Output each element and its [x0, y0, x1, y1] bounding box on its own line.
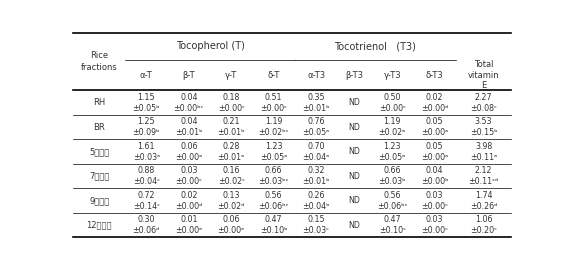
Text: 12분도미: 12분도미 — [86, 221, 112, 230]
Text: 0.35
±0.01ᵇ: 0.35 ±0.01ᵇ — [302, 93, 330, 113]
Text: 0.21
±0.01ᵇ: 0.21 ±0.01ᵇ — [217, 117, 245, 137]
Text: 1.19
±0.02ᵇᶜ: 1.19 ±0.02ᵇᶜ — [258, 117, 289, 137]
Text: 0.32
±0.01ᵇ: 0.32 ±0.01ᵇ — [302, 166, 330, 186]
Text: 0.06
±0.00ᵃ: 0.06 ±0.00ᵃ — [175, 142, 203, 162]
Text: γ-T3: γ-T3 — [384, 70, 401, 80]
Text: 1.25
±0.09ᵇ: 1.25 ±0.09ᵇ — [133, 117, 160, 137]
Text: 1.23
±0.05ᵃ: 1.23 ±0.05ᵃ — [378, 142, 406, 162]
Text: 0.66
±0.03ᵇ: 0.66 ±0.03ᵇ — [378, 166, 406, 186]
Text: ND: ND — [348, 196, 360, 205]
Text: 0.04
±0.01ᵇ: 0.04 ±0.01ᵇ — [175, 117, 203, 137]
Text: 0.02
±0.00ᵈ: 0.02 ±0.00ᵈ — [175, 191, 203, 211]
Text: 1.19
±0.02ᵃ: 1.19 ±0.02ᵃ — [378, 117, 406, 137]
Text: ND: ND — [348, 172, 360, 181]
Text: 0.04
±0.00ᵇᶜ: 0.04 ±0.00ᵇᶜ — [174, 93, 204, 113]
Text: α-T: α-T — [140, 70, 152, 80]
Text: 1.61
±0.03ᵃ: 1.61 ±0.03ᵃ — [133, 142, 160, 162]
Text: 0.70
±0.04ᵃ: 0.70 ±0.04ᵃ — [303, 142, 329, 162]
Text: 1.15
±0.05ᵇ: 1.15 ±0.05ᵇ — [133, 93, 160, 113]
Text: ND: ND — [348, 221, 360, 230]
Text: Rice
fractions: Rice fractions — [81, 51, 118, 72]
Text: RH: RH — [93, 98, 105, 107]
Text: 2.12
±0.11ᶝᵈ: 2.12 ±0.11ᶝᵈ — [468, 166, 498, 186]
Text: 0.01
±0.00ᵉ: 0.01 ±0.00ᵉ — [175, 215, 203, 235]
Text: 0.76
±0.05ᵃ: 0.76 ±0.05ᵃ — [303, 117, 329, 137]
Text: 0.30
±0.06ᵈ: 0.30 ±0.06ᵈ — [133, 215, 160, 235]
Text: 0.72
±0.14ᶜ: 0.72 ±0.14ᶜ — [133, 191, 160, 211]
Text: 0.05
±0.00ᵃ: 0.05 ±0.00ᵃ — [421, 142, 448, 162]
Text: 3.53
±0.15ᵇ: 3.53 ±0.15ᵇ — [470, 117, 497, 137]
Text: 9분도미: 9분도미 — [89, 196, 109, 205]
Text: 0.03
±0.00ᶜ: 0.03 ±0.00ᶜ — [175, 166, 202, 186]
Text: 0.15
±0.03ᶜ: 0.15 ±0.03ᶜ — [303, 215, 329, 235]
Text: 0.06
±0.00ᵉ: 0.06 ±0.00ᵉ — [217, 215, 245, 235]
Text: 0.03
±0.00ᶜ: 0.03 ±0.00ᶜ — [421, 215, 448, 235]
Text: 0.50
±0.00ᶜ: 0.50 ±0.00ᶜ — [379, 93, 406, 113]
Text: 1.74
±0.26ᵈ: 1.74 ±0.26ᵈ — [470, 191, 497, 211]
Text: γ-T: γ-T — [225, 70, 237, 80]
Text: 0.88
±0.04ᶜ: 0.88 ±0.04ᶜ — [133, 166, 160, 186]
Text: 5분도미: 5분도미 — [89, 147, 109, 156]
Text: 0.28
±0.01ᵃ: 0.28 ±0.01ᵃ — [217, 142, 245, 162]
Text: Tocopherol (T): Tocopherol (T) — [176, 42, 245, 51]
Text: 0.02
±0.00ᵈ: 0.02 ±0.00ᵈ — [421, 93, 448, 113]
Text: 0.47
±0.10ᵇ: 0.47 ±0.10ᵇ — [260, 215, 287, 235]
Text: δ-T3: δ-T3 — [426, 70, 443, 80]
Text: δ-T: δ-T — [267, 70, 280, 80]
Text: 0.51
±0.00ᶜ: 0.51 ±0.00ᶜ — [260, 93, 287, 113]
Text: 0.13
±0.02ᵈ: 0.13 ±0.02ᵈ — [217, 191, 245, 211]
Text: ND: ND — [348, 123, 360, 132]
Text: 0.04
±0.00ᵇ: 0.04 ±0.00ᵇ — [421, 166, 448, 186]
Text: β-T: β-T — [183, 70, 195, 80]
Text: 1.06
±0.20ᶜ: 1.06 ±0.20ᶜ — [470, 215, 497, 235]
Text: 0.05
±0.00ᵃ: 0.05 ±0.00ᵃ — [421, 117, 448, 137]
Text: Tocotrienol   (T3): Tocotrienol (T3) — [335, 42, 417, 51]
Text: 0.03
±0.00ᶜ: 0.03 ±0.00ᶜ — [421, 191, 448, 211]
Text: 1.23
±0.05ᵃ: 1.23 ±0.05ᵃ — [260, 142, 287, 162]
Text: 7분도미: 7분도미 — [89, 172, 109, 181]
Text: Total
vitamin
E: Total vitamin E — [468, 60, 500, 90]
Text: 0.56
±0.06ᵇᶜ: 0.56 ±0.06ᵇᶜ — [377, 191, 407, 211]
Text: 0.18
±0.00ᶜ: 0.18 ±0.00ᶜ — [218, 93, 245, 113]
Text: 0.16
±0.02ᶜ: 0.16 ±0.02ᶜ — [218, 166, 245, 186]
Text: ND: ND — [348, 98, 360, 107]
Text: 0.26
±0.04ᵇ: 0.26 ±0.04ᵇ — [302, 191, 330, 211]
Text: BR: BR — [93, 123, 105, 132]
Text: α-T3: α-T3 — [307, 70, 325, 80]
Text: 3.98
±0.11ᵃ: 3.98 ±0.11ᵃ — [470, 142, 497, 162]
Text: 0.56
±0.06ᵇᶜ: 0.56 ±0.06ᵇᶜ — [258, 191, 289, 211]
Text: 0.47
±0.10ᶜ: 0.47 ±0.10ᶜ — [379, 215, 406, 235]
Text: ND: ND — [348, 147, 360, 156]
Text: β-T3: β-T3 — [345, 70, 363, 80]
Text: 0.66
±0.03ᵇᶜ: 0.66 ±0.03ᵇᶜ — [258, 166, 289, 186]
Text: 2.27
±0.08ᶜ: 2.27 ±0.08ᶜ — [470, 93, 497, 113]
